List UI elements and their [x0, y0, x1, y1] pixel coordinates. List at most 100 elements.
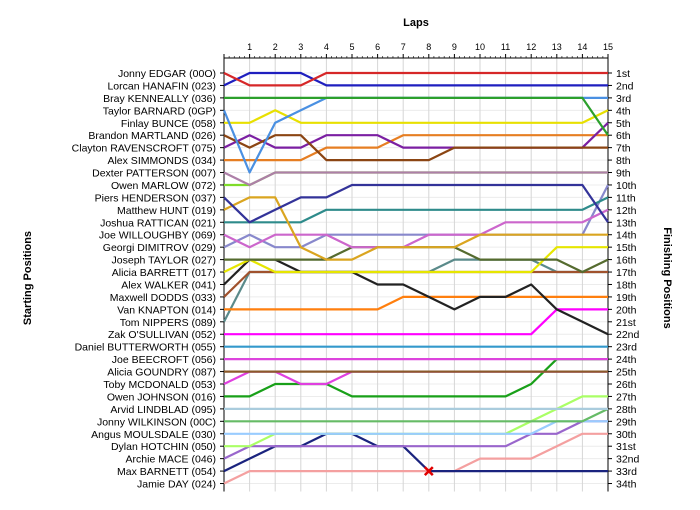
starting-position-label: Dylan HOTCHIN (050) — [111, 441, 216, 453]
starting-position-label: Alicia GOUNDRY (087) — [107, 367, 216, 379]
series-line — [223, 258, 609, 336]
series-line — [224, 407, 609, 423]
lap-tick-label: 14 — [577, 42, 587, 52]
lap-tick-label: 13 — [552, 42, 562, 52]
starting-position-label: Alex SIMMONDS (034) — [107, 155, 216, 167]
finishing-position-label: 30th — [616, 429, 637, 441]
series-line — [223, 208, 609, 249]
starting-position-label: Arvid LINDBLAD (095) — [110, 404, 216, 416]
finishing-position-label: 8th — [616, 155, 631, 167]
finishing-position-label: 23rd — [616, 342, 637, 354]
finishing-position-label: 25th — [616, 367, 637, 379]
lap-tick-label: 11 — [501, 42, 510, 52]
starting-position-label: Max BARNETT (054) — [117, 466, 216, 478]
starting-position-label: Owen JOHNSON (016) — [107, 391, 216, 403]
starting-position-label: Joe BEECROFT (056) — [112, 354, 216, 366]
starting-position-label: Jonny EDGAR (00O) — [118, 68, 216, 80]
finishing-position-label: 28th — [616, 404, 637, 416]
starting-position-label: Joe WILLOUGHBY (069) — [99, 230, 216, 242]
series-line — [223, 134, 608, 162]
finishing-position-label: 27th — [616, 391, 637, 403]
finishing-position-label: 18th — [616, 279, 637, 291]
finishing-position-label: 4th — [616, 105, 631, 117]
finishing-position-label: 1st — [616, 68, 630, 80]
starting-position-label: Tom NIPPERS (089) — [120, 317, 216, 329]
finishing-position-label: 20th — [616, 304, 637, 316]
starting-position-label: Taylor BARNARD (0GP) — [103, 105, 216, 117]
starting-position-label: Finlay BUNCE (058) — [121, 118, 216, 130]
series-line — [224, 420, 608, 435]
lap-tick-label: 1 — [247, 42, 252, 52]
series-line — [223, 183, 609, 224]
finishing-position-label: 3rd — [616, 93, 631, 105]
starting-position-label: Jonny WILKINSON (00C) — [97, 416, 216, 428]
finishing-position-label: 29th — [616, 416, 637, 428]
left-axis-title: Starting Positions — [22, 231, 34, 325]
finishing-position-label: 6th — [616, 130, 631, 142]
series-line — [224, 308, 608, 336]
finishing-position-label: 33rd — [616, 466, 637, 478]
finishing-position-label: 16th — [616, 255, 637, 267]
lap-tick-label: 7 — [401, 42, 406, 52]
lap-tick-label: 3 — [298, 42, 303, 52]
starting-position-label: Alex WALKER (041) — [121, 279, 216, 291]
lap-tick-label: 2 — [273, 42, 278, 52]
finishing-position-label: 7th — [616, 143, 631, 155]
starting-position-label: Bray KENNEALLY (036) — [103, 93, 216, 105]
finishing-position-label: 9th — [616, 168, 631, 180]
finishing-position-label: 2nd — [616, 80, 634, 92]
finishing-position-label: 22nd — [616, 329, 640, 341]
starting-position-label: Angus MOULSDALE (030) — [91, 429, 216, 441]
starting-position-label: Toby MCDONALD (053) — [103, 379, 216, 391]
finishing-position-label: 17th — [616, 267, 637, 279]
chart-title: Laps — [403, 17, 429, 29]
lap-tick-label: 15 — [603, 42, 613, 52]
series-line — [223, 432, 608, 485]
lap-tick-label: 4 — [324, 42, 329, 52]
lap-tick-label: 5 — [349, 42, 354, 52]
starting-position-label: Zak O'SULLIVAN (052) — [108, 329, 216, 341]
starting-position-label: Joshua RATTICAN (021) — [100, 217, 216, 229]
retirement-marker-icon — [423, 466, 434, 476]
retirement-marker-stroke — [423, 466, 434, 476]
starting-position-label: Joseph TAYLOR (027) — [112, 255, 216, 267]
starting-position-label: Brandon MARTLAND (026) — [88, 130, 216, 142]
finishing-position-label: 14th — [616, 230, 637, 242]
starting-position-label: Georgi DIMITROV (029) — [103, 242, 216, 254]
starting-position-label: Alicia BARRETT (017) — [112, 267, 216, 279]
finishing-position-label: 34th — [616, 479, 637, 491]
series-lines — [222, 71, 609, 485]
lap-tick-label: 8 — [426, 42, 431, 52]
starting-position-label: Jamie DAY (024) — [137, 479, 216, 491]
finishing-position-label: 15th — [616, 242, 637, 254]
finishing-position-label: 24th — [616, 354, 637, 366]
lap-tick-label: 12 — [526, 42, 536, 52]
series-line — [223, 171, 608, 187]
starting-position-label: Matthew HUNT (019) — [117, 205, 216, 217]
finishing-position-label: 19th — [616, 292, 637, 304]
finishing-position-label: 13th — [616, 217, 637, 229]
finishing-position-label: 11th — [616, 192, 636, 204]
finishing-position-label: 10th — [616, 180, 637, 192]
finishing-position-label: 5th — [616, 118, 631, 130]
starting-position-label: Lorcan HANAFIN (023) — [107, 80, 216, 92]
finishing-position-label: 31st — [616, 441, 636, 453]
starting-position-label: Van KNAPTON (014) — [117, 304, 216, 316]
lap-tick-label: 10 — [475, 42, 485, 52]
starting-position-label: Piers HENDERSON (037) — [95, 192, 216, 204]
series-line — [223, 196, 608, 261]
starting-position-label: Archie MACE (046) — [126, 454, 216, 466]
lap-tick-label: 9 — [452, 42, 457, 52]
finishing-position-label: 26th — [616, 379, 637, 391]
finishing-position-label: 21st — [616, 317, 636, 329]
finishing-position-label: 32nd — [616, 454, 640, 466]
finishing-position-label: 12th — [616, 205, 637, 217]
starting-position-label: Maxwell DODDS (033) — [110, 292, 216, 304]
plot-area — [224, 58, 608, 492]
starting-position-label: Owen MARLOW (072) — [111, 180, 216, 192]
right-axis-title: Finishing Positions — [661, 227, 673, 328]
lap-tick-label: 6 — [375, 42, 380, 52]
starting-position-label: Clayton RAVENSCROFT (075) — [72, 143, 216, 155]
